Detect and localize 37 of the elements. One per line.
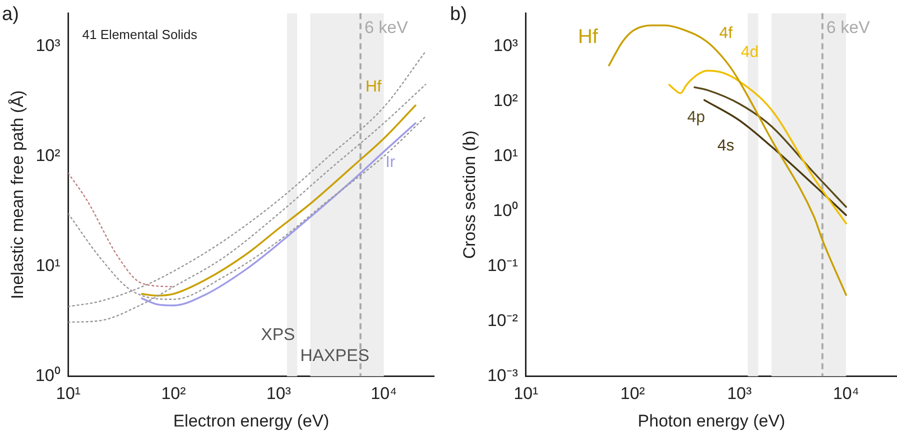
y-tick-label: 10¹ (493, 146, 518, 165)
y-tick-label: 10⁰ (493, 200, 518, 220)
y-tick-label: 10³ (493, 36, 518, 55)
x-tick-label: 10² (161, 384, 186, 404)
series-label: 4s (717, 137, 734, 154)
x-axis-title: Electron energy (eV) (173, 411, 330, 430)
annotation: 41 Elemental Solids (82, 27, 198, 42)
y-tick-label: 10⁰ (35, 366, 60, 385)
ref-line-label: 6 keV (364, 18, 409, 38)
series-label: Hf (365, 78, 382, 96)
y-tick-label: 10⁻³ (487, 366, 518, 385)
y-axis-title: Inelastic mean free path (Å) (8, 90, 27, 300)
series-label: Ir (385, 154, 396, 172)
x-tick-label: 10² (620, 384, 646, 404)
y-axis-title: Cross section (b) (460, 130, 479, 259)
annotation: Hf (578, 26, 598, 48)
text: a) (2, 4, 19, 25)
y-tick-label: 10⁻² (487, 310, 518, 330)
x-tick-label: 10³ (727, 384, 752, 404)
y-tick-label: 10³ (36, 36, 61, 55)
y-tick-label: 10² (36, 146, 61, 165)
series-label: 4p (687, 109, 706, 126)
x-tick-label: 10¹ (56, 384, 81, 404)
x-tick-label: 10³ (266, 384, 292, 404)
y-tick-label: 10¹ (36, 256, 61, 275)
y-tick-label: 10² (493, 90, 518, 110)
x-tick-label: 10⁴ (370, 384, 397, 404)
y-tick-label: 10⁻¹ (487, 256, 518, 275)
band-label: HAXPES (300, 346, 370, 366)
series-label: 4d (740, 44, 759, 61)
x-axis-title: Photon energy (eV) (638, 411, 786, 430)
text: b) (450, 4, 467, 25)
series-label: 4f (719, 24, 734, 42)
band-label: XPS (260, 325, 296, 344)
ref-line-label: 6 keV (826, 18, 871, 38)
x-tick-label: 10⁴ (832, 384, 860, 404)
x-tick-label: 10¹ (514, 384, 539, 404)
